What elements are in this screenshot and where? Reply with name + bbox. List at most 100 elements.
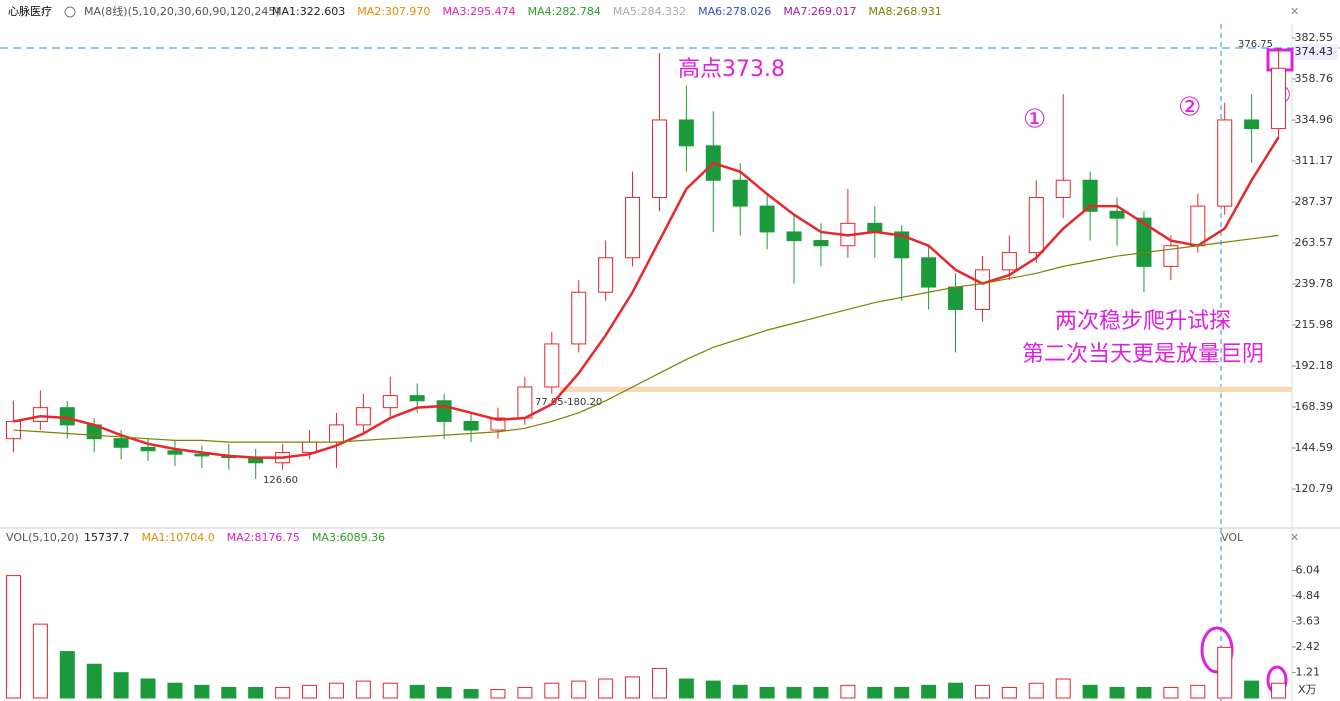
y-tick-label: 334.96 xyxy=(1295,113,1334,126)
candle-body xyxy=(1217,119,1233,207)
y-tick-label: 1.21 xyxy=(1296,665,1321,678)
candle-body xyxy=(194,453,210,457)
candle-body xyxy=(1136,217,1152,267)
close-button[interactable]: ✕ xyxy=(1290,531,1299,544)
y-tick-label: 358.76 xyxy=(1295,72,1334,85)
volume-bar xyxy=(651,667,667,699)
dropdown[interactable] xyxy=(64,6,76,18)
candle-body xyxy=(974,269,990,310)
volume-bar xyxy=(59,651,75,699)
low-label: 126.60 xyxy=(263,475,298,486)
volume-bar xyxy=(167,682,183,699)
annotation: ① xyxy=(1023,105,1046,135)
volume-bar xyxy=(1028,682,1044,699)
volume-bar xyxy=(1163,686,1179,699)
vol-unit: X万 xyxy=(1298,683,1317,696)
candle-body xyxy=(544,343,560,388)
candle-body xyxy=(355,407,371,426)
candle-body xyxy=(1055,179,1071,198)
y-tick-label: 215.98 xyxy=(1295,318,1334,331)
volume-bar xyxy=(1217,646,1233,699)
volume-bar xyxy=(840,684,856,699)
volume-bar xyxy=(409,684,425,699)
ma-line xyxy=(13,234,1279,443)
legend-entry: MA2:307.970 xyxy=(357,5,430,18)
price-band xyxy=(560,386,1292,393)
volume-bar xyxy=(221,686,237,699)
volume-bar xyxy=(786,686,802,699)
volume-bar xyxy=(1190,684,1206,699)
volume-bar xyxy=(1271,682,1287,699)
y-tick-label: 168.39 xyxy=(1295,400,1334,413)
volume-bar xyxy=(5,575,21,699)
volume-bar xyxy=(436,686,452,699)
volume-bar xyxy=(140,678,156,699)
volume-bar xyxy=(248,686,264,699)
candle-body xyxy=(948,286,964,310)
candle-body xyxy=(813,240,829,247)
candle-body xyxy=(490,417,506,431)
volume-bar xyxy=(974,684,990,699)
candle-body xyxy=(732,179,748,207)
volume-bar xyxy=(948,682,964,699)
volume-bar xyxy=(275,686,291,699)
volume-bar xyxy=(705,680,721,699)
reference-label: 376.75 xyxy=(1238,39,1273,50)
candle-body xyxy=(1271,67,1287,130)
candle-body xyxy=(382,395,398,409)
legend-entry: MA8:268.931 xyxy=(869,5,942,18)
candle-body xyxy=(1190,205,1206,247)
candle-body xyxy=(625,196,641,259)
candle-body xyxy=(1163,245,1179,267)
annotation: ② xyxy=(1178,93,1201,123)
legend-entry: MA3:295.474 xyxy=(442,5,515,18)
y-tick-label: 3.63 xyxy=(1296,614,1321,627)
volume-bar xyxy=(328,682,344,699)
volume-bar xyxy=(625,676,641,699)
volume-bar xyxy=(732,684,748,699)
legend-entry: MA5:284.332 xyxy=(613,5,686,18)
y-tick-label: 2.42 xyxy=(1296,640,1321,653)
volume-bar xyxy=(382,682,398,699)
legend-entry: MA1:10704.0 xyxy=(142,531,215,544)
ma-line xyxy=(13,136,1280,459)
y-tick-label: 144.59 xyxy=(1295,441,1334,454)
y-tick-label: 192.18 xyxy=(1295,359,1334,372)
candle-body xyxy=(517,386,533,419)
candle-body xyxy=(1244,119,1260,130)
candle-body xyxy=(328,424,344,443)
y-tick-label: 382.55 xyxy=(1295,31,1334,44)
candle-body xyxy=(1109,210,1125,219)
annotation: 第二次当天更是放量巨阴 xyxy=(1022,342,1264,367)
vol-title: VOL(5,10,20) xyxy=(6,531,79,544)
volume-bar xyxy=(894,686,910,699)
candle-body xyxy=(759,205,775,233)
candle-body xyxy=(894,231,910,259)
close-button[interactable]: ✕ xyxy=(1290,5,1299,18)
volume-bar xyxy=(921,684,937,699)
legend-entry: MA3:6089.36 xyxy=(312,531,385,544)
legend-entry: MA1:322.603 xyxy=(272,5,345,18)
vol-side-label: VOL xyxy=(1221,531,1244,544)
candle-body xyxy=(409,395,425,402)
candle-body xyxy=(463,420,479,431)
stock-name: 心脉医疗 xyxy=(8,4,52,18)
candle-body xyxy=(651,119,667,198)
candle-body xyxy=(113,438,129,448)
candle-body xyxy=(678,119,694,147)
volume-bar xyxy=(517,686,533,699)
legend-entry: 15737.7 xyxy=(84,531,130,544)
legend-entry: MA4:282.784 xyxy=(528,5,601,18)
candle-body xyxy=(59,407,75,426)
price-tag-label: 374.43 xyxy=(1295,45,1334,58)
candle-body xyxy=(1028,196,1044,254)
candle-body xyxy=(786,231,802,242)
volume-bar xyxy=(86,663,102,699)
candle-body xyxy=(598,257,614,293)
band-label: 77.05-180.20 xyxy=(535,397,602,408)
annotation: 高点373.8 xyxy=(678,57,785,82)
volume-bar xyxy=(1082,684,1098,699)
volume-bar xyxy=(1001,686,1017,699)
y-tick-label: 263.57 xyxy=(1295,236,1334,249)
